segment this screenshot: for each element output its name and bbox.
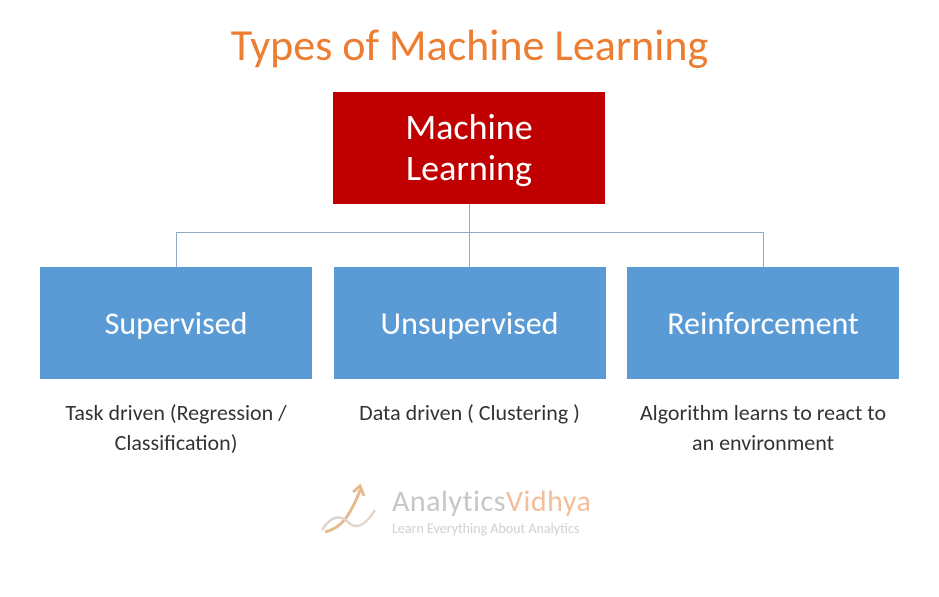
child-node-reinforcement: Reinforcement xyxy=(627,267,899,379)
watermark-tagline: Learn Everything About Analytics xyxy=(392,520,591,537)
connector-child-0 xyxy=(176,232,177,267)
desc-unsupervised: Data driven ( Clustering ) xyxy=(334,398,606,457)
connector-child-1 xyxy=(469,232,470,267)
page-title: Types of Machine Learning xyxy=(0,0,939,72)
desc-supervised: Task driven (Regression / Classification… xyxy=(40,398,312,457)
arrow-icon xyxy=(320,480,390,540)
descriptions-row: Task driven (Regression / Classification… xyxy=(40,398,899,457)
watermark-brand: AnalyticsVidhya xyxy=(392,483,591,520)
child-node-supervised: Supervised xyxy=(40,267,312,379)
watermark-brand-a: Analytics xyxy=(392,483,506,520)
watermark-logo: AnalyticsVidhya Learn Everything About A… xyxy=(320,480,591,540)
root-node-machine-learning: MachineLearning xyxy=(333,92,605,204)
watermark-brand-b: Vidhya xyxy=(506,483,591,520)
connector-root-vertical xyxy=(469,204,470,232)
child-node-unsupervised: Unsupervised xyxy=(334,267,606,379)
connector-child-2 xyxy=(763,232,764,267)
children-row: Supervised Unsupervised Reinforcement xyxy=(40,267,899,379)
desc-reinforcement: Algorithm learns to react to an environm… xyxy=(627,398,899,457)
